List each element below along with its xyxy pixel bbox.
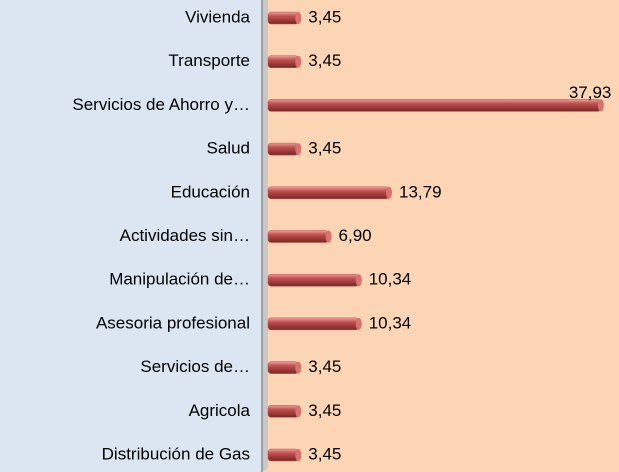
bar-cap	[295, 143, 302, 156]
bar	[267, 405, 299, 418]
bar-cap	[386, 186, 393, 199]
data-label: 3,45	[308, 401, 341, 420]
bar	[267, 317, 359, 331]
category-label: Manipulación de…	[109, 270, 250, 289]
bar-cap	[295, 55, 302, 68]
data-label: 10,34	[369, 313, 412, 332]
data-label: 3,45	[308, 357, 341, 376]
category-label: Agricola	[189, 401, 251, 420]
category-label: Distribución de Gas	[102, 444, 250, 463]
category-label: Actividades sin…	[120, 226, 250, 245]
data-label: 3,45	[308, 139, 341, 158]
data-label: 10,34	[369, 270, 412, 289]
bar	[267, 99, 602, 112]
data-label: 3,45	[308, 7, 341, 26]
data-label: 37,93	[569, 83, 612, 102]
bar-cap	[295, 449, 302, 461]
bar-cap	[355, 274, 362, 287]
bar	[267, 230, 329, 243]
bar	[267, 186, 390, 200]
bar	[267, 361, 299, 374]
category-label: Transporte	[168, 51, 250, 70]
bar-cap	[325, 230, 332, 243]
data-label: 3,45	[308, 51, 341, 70]
bar	[267, 142, 299, 156]
bar	[267, 11, 299, 25]
label-panel	[0, 0, 262, 472]
bar	[267, 55, 299, 68]
bar-cap	[597, 99, 604, 112]
category-label: Educación	[171, 182, 250, 201]
bar-cap	[295, 361, 302, 374]
bar-cap	[295, 12, 302, 24]
bar	[267, 273, 359, 287]
bar-cap	[355, 317, 362, 330]
category-label: Servicios de Ahorro y…	[72, 95, 250, 114]
category-label: Salud	[207, 139, 250, 158]
data-label: 13,79	[399, 182, 442, 201]
bar	[267, 448, 299, 462]
axis-wall	[262, 0, 268, 472]
category-label: Asesoria profesional	[96, 313, 250, 332]
category-label: Servicios de…	[140, 357, 250, 376]
bar-cap	[295, 405, 302, 418]
category-label: Vivienda	[185, 7, 250, 26]
data-label: 6,90	[339, 226, 372, 245]
data-label: 3,45	[308, 444, 341, 463]
